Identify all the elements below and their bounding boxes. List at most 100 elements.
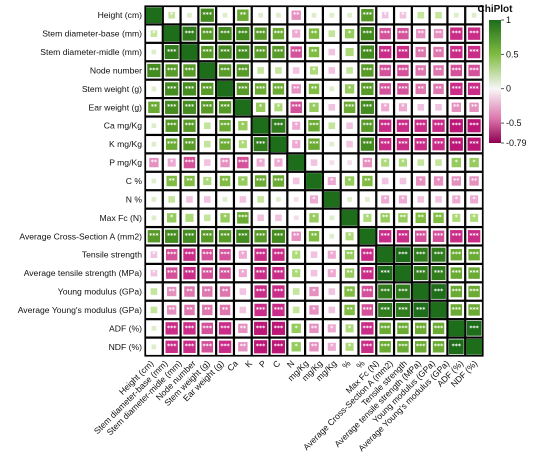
heatmap-cell: *** xyxy=(216,116,235,136)
significance-label: *** xyxy=(469,122,479,129)
cell-square xyxy=(292,269,301,278)
heatmap-cell xyxy=(144,116,163,136)
heatmap-cell: *** xyxy=(393,319,412,338)
cell-square xyxy=(361,285,374,298)
heatmap-cell: *** xyxy=(411,226,430,246)
heatmap-cell xyxy=(287,300,306,320)
heatmap-cell: *** xyxy=(465,24,484,43)
cell-square xyxy=(361,340,374,353)
cell-square xyxy=(361,82,374,96)
heatmap-cell: ** xyxy=(411,42,430,62)
heatmap-cell: ** xyxy=(216,153,235,172)
cell-square xyxy=(165,100,179,114)
heatmap-cell: ** xyxy=(429,208,448,228)
cell-square xyxy=(467,82,481,96)
significance-label: * xyxy=(295,30,299,37)
heatmap-cell: *** xyxy=(216,245,235,264)
heatmap-cell: * xyxy=(287,24,306,43)
significance-label: *** xyxy=(363,343,373,350)
heatmap-cell: *** xyxy=(216,24,235,43)
cell-square xyxy=(415,341,427,353)
cell-square xyxy=(219,175,231,187)
cell-square xyxy=(309,213,319,223)
cell-square xyxy=(310,251,318,258)
cell-square xyxy=(433,83,444,95)
heatmap-cell: ** xyxy=(162,300,181,320)
heatmap-cell: *** xyxy=(198,226,217,246)
cell-square xyxy=(146,7,162,24)
heatmap-cell: ** xyxy=(198,282,217,301)
significance-label: * xyxy=(384,104,388,111)
heatmap-cell: * xyxy=(376,5,395,25)
significance-label: *** xyxy=(416,141,426,148)
heatmap-cell xyxy=(144,5,163,25)
heatmap-cell: *** xyxy=(233,24,252,43)
cell-square xyxy=(147,63,161,78)
cell-square xyxy=(381,158,390,167)
cell-square xyxy=(219,120,231,132)
cell-square xyxy=(450,248,463,261)
significance-label: *** xyxy=(256,233,266,240)
cell-square xyxy=(395,247,411,263)
heatmap-cell: *** xyxy=(447,116,466,136)
heatmap-cell: * xyxy=(162,5,181,25)
significance-label: ** xyxy=(311,48,318,55)
significance-label: * xyxy=(401,159,405,166)
significance-label: *** xyxy=(380,67,390,74)
cell-square xyxy=(165,229,179,243)
significance-label: *** xyxy=(274,233,284,240)
cell-square xyxy=(433,212,444,224)
cell-square xyxy=(347,197,352,202)
heatmap-cell: ** xyxy=(358,171,377,191)
heatmap-cell xyxy=(144,337,163,357)
cell-square xyxy=(381,103,390,112)
cell-square xyxy=(201,45,214,59)
cell-square xyxy=(398,195,407,204)
heatmap-cell: *** xyxy=(447,134,466,154)
cell-square xyxy=(398,213,408,223)
significance-label: * xyxy=(312,306,316,313)
cell-square xyxy=(413,247,428,262)
cell-square xyxy=(201,248,213,261)
heatmap-cell: *** xyxy=(376,134,395,154)
significance-label: *** xyxy=(185,85,195,92)
significance-label: * xyxy=(295,343,299,350)
cell-square xyxy=(238,140,247,149)
heatmap-cell: *** xyxy=(269,245,288,264)
cell-square xyxy=(183,340,196,353)
cell-square xyxy=(344,286,355,297)
cell-square xyxy=(345,324,354,333)
heatmap-cell: *** xyxy=(180,61,199,80)
cell-square xyxy=(165,138,178,150)
heatmap-cell: *** xyxy=(393,24,412,43)
significance-label: ** xyxy=(346,288,353,295)
heatmap-cell xyxy=(144,282,163,301)
significance-label: *** xyxy=(220,30,230,37)
cell-square xyxy=(217,81,233,97)
heatmap-cell: * xyxy=(429,171,448,191)
significance-label: ** xyxy=(293,12,300,19)
heatmap-cell xyxy=(216,190,235,209)
significance-label: *** xyxy=(274,30,284,37)
heatmap-cell xyxy=(429,153,448,172)
heatmap-cell: ** xyxy=(465,171,484,191)
heatmap-cell: ** xyxy=(305,79,323,99)
heatmap-cell: ** xyxy=(411,208,430,228)
cell-square xyxy=(450,304,463,316)
heatmap-cell: * xyxy=(162,153,181,172)
heatmap-cell: *** xyxy=(287,98,306,117)
heatmap-cell: ** xyxy=(233,337,252,357)
heatmap-cell: * xyxy=(269,153,288,172)
cell-square xyxy=(328,104,336,111)
heatmap-cell: ** xyxy=(465,98,484,117)
heatmap-grid: * *** ** ** *** * ** *** *** *** *** *** *** * ** * *** *… xyxy=(144,5,484,357)
cell-square xyxy=(272,83,285,95)
significance-label: *** xyxy=(469,30,479,37)
significance-label: ** xyxy=(311,325,318,332)
cell-square xyxy=(258,12,263,18)
cell-square xyxy=(218,101,232,114)
cell-square xyxy=(450,82,463,96)
heatmap-cell: *** xyxy=(358,24,377,43)
cell-square xyxy=(288,154,305,171)
heatmap-cell xyxy=(198,134,217,154)
